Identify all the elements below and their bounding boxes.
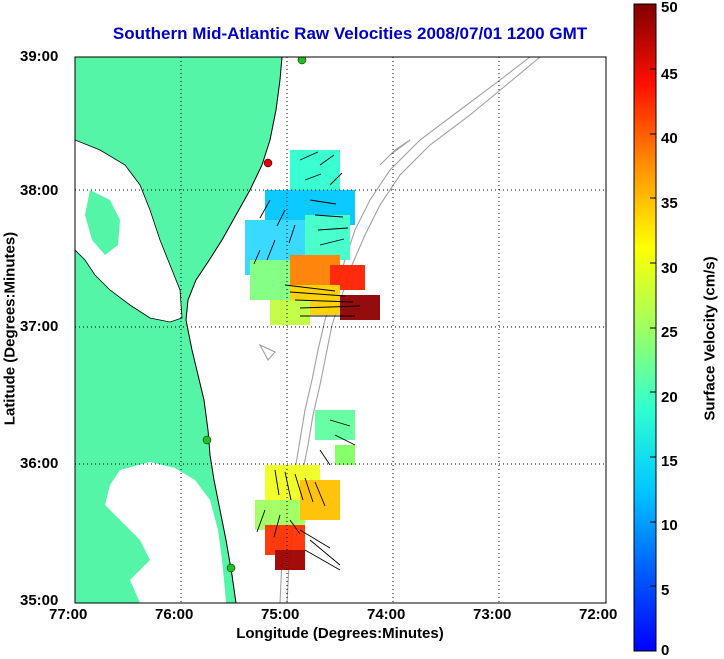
x-tick-label: 77:00 bbox=[49, 606, 88, 623]
y-tick-label: 37:00 bbox=[20, 318, 59, 335]
colorbar-tick: 40 bbox=[661, 130, 678, 147]
x-tick-label: 72:00 bbox=[579, 606, 618, 623]
map-title: Southern Mid-Atlantic Raw Velocities 200… bbox=[112, 24, 588, 43]
bay-water bbox=[75, 140, 182, 322]
colorbar-tick: 50 bbox=[661, 0, 678, 16]
x-tick-label: 73:00 bbox=[473, 606, 512, 623]
colorbar-tick: 45 bbox=[661, 66, 678, 83]
x-tick-label: 74:00 bbox=[367, 606, 406, 623]
colorbar-tick: 20 bbox=[661, 389, 678, 406]
y-tick-label: 39:00 bbox=[20, 48, 59, 65]
y-tick-label: 36:00 bbox=[20, 455, 59, 472]
x-axis-label: Longitude (Degrees:Minutes) bbox=[236, 625, 444, 642]
y-tick-label: 38:00 bbox=[20, 182, 59, 199]
colorbar-tick: 15 bbox=[661, 453, 678, 470]
station-marker bbox=[263, 158, 273, 168]
colorbar-tick: 25 bbox=[661, 324, 678, 341]
colorbar-tick: 35 bbox=[661, 195, 678, 212]
station-marker bbox=[226, 563, 236, 573]
velocity-vectors bbox=[253, 151, 361, 571]
grid-lines bbox=[75, 57, 606, 603]
colorbar-ticks bbox=[650, 68, 656, 652]
sound-water bbox=[105, 462, 226, 603]
y-tick-label: 35:00 bbox=[20, 592, 59, 609]
velocity-field-south bbox=[255, 410, 355, 570]
colorbar-tick: 30 bbox=[661, 260, 678, 277]
x-tick-label: 76:00 bbox=[155, 606, 194, 623]
plot-frame bbox=[74, 56, 607, 604]
station-marker bbox=[202, 435, 212, 445]
x-tick-label: 75:00 bbox=[261, 606, 300, 623]
colorbar-tick: 10 bbox=[661, 517, 678, 534]
station-marker bbox=[297, 57, 307, 65]
colorbar-tick: 0 bbox=[661, 642, 670, 659]
colorbar-tick: 5 bbox=[661, 582, 670, 599]
